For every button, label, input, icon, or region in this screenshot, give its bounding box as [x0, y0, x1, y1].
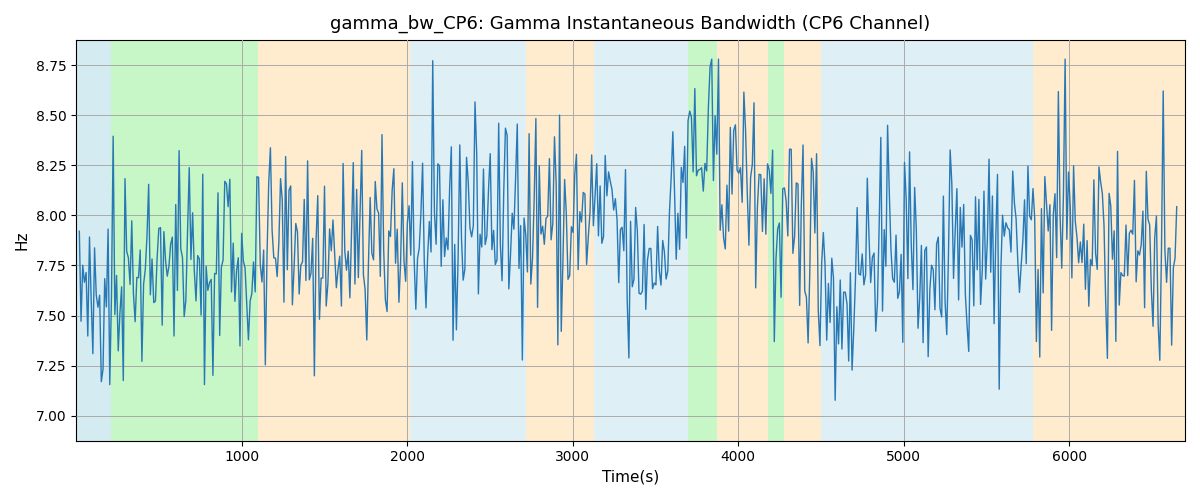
Title: gamma_bw_CP6: Gamma Instantaneous Bandwidth (CP6 Channel): gamma_bw_CP6: Gamma Instantaneous Bandwi… [330, 15, 931, 34]
Bar [258, 40, 410, 440]
Bar [689, 40, 716, 440]
Bar [768, 40, 785, 440]
Y-axis label: Hz: Hz [14, 230, 30, 250]
Bar [821, 40, 1033, 440]
Bar [410, 40, 527, 440]
Bar [594, 40, 689, 440]
Bar [76, 40, 110, 440]
Bar [716, 40, 768, 440]
Bar [110, 40, 258, 440]
Bar [1033, 40, 1186, 440]
X-axis label: Time(s): Time(s) [602, 470, 659, 485]
Bar [527, 40, 594, 440]
Bar [785, 40, 821, 440]
